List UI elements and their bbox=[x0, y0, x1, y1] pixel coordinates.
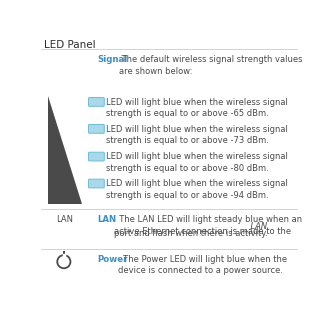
FancyBboxPatch shape bbox=[88, 179, 104, 188]
FancyBboxPatch shape bbox=[88, 152, 104, 161]
Text: LED Panel: LED Panel bbox=[44, 40, 95, 50]
Text: The LAN LED will light steady blue when an
active Ethernet connection is made to: The LAN LED will light steady blue when … bbox=[114, 215, 302, 236]
Text: LED will light blue when the wireless signal
strength is equal to or above -94 d: LED will light blue when the wireless si… bbox=[107, 179, 288, 200]
Text: LAN: LAN bbox=[56, 215, 73, 225]
FancyBboxPatch shape bbox=[88, 124, 104, 133]
Text: port and flash when there is activity.: port and flash when there is activity. bbox=[114, 229, 268, 238]
Text: Signal: Signal bbox=[97, 55, 127, 64]
FancyBboxPatch shape bbox=[88, 98, 104, 106]
Text: LED will light blue when the wireless signal
strength is equal to or above -73 d: LED will light blue when the wireless si… bbox=[107, 124, 288, 145]
Text: Power: Power bbox=[97, 255, 128, 264]
Text: LED will light blue when the wireless signal
strength is equal to or above -80 d: LED will light blue when the wireless si… bbox=[107, 152, 288, 173]
Text: The default wireless signal strength values
are shown below:: The default wireless signal strength val… bbox=[119, 55, 303, 76]
Text: LAN: LAN bbox=[114, 222, 267, 231]
Text: LAN: LAN bbox=[97, 215, 116, 225]
Text: The Power LED will light blue when the
device is connected to a power source.: The Power LED will light blue when the d… bbox=[118, 255, 287, 275]
Text: LED will light blue when the wireless signal
strength is equal to or above -65 d: LED will light blue when the wireless si… bbox=[107, 98, 288, 118]
Polygon shape bbox=[48, 96, 82, 204]
